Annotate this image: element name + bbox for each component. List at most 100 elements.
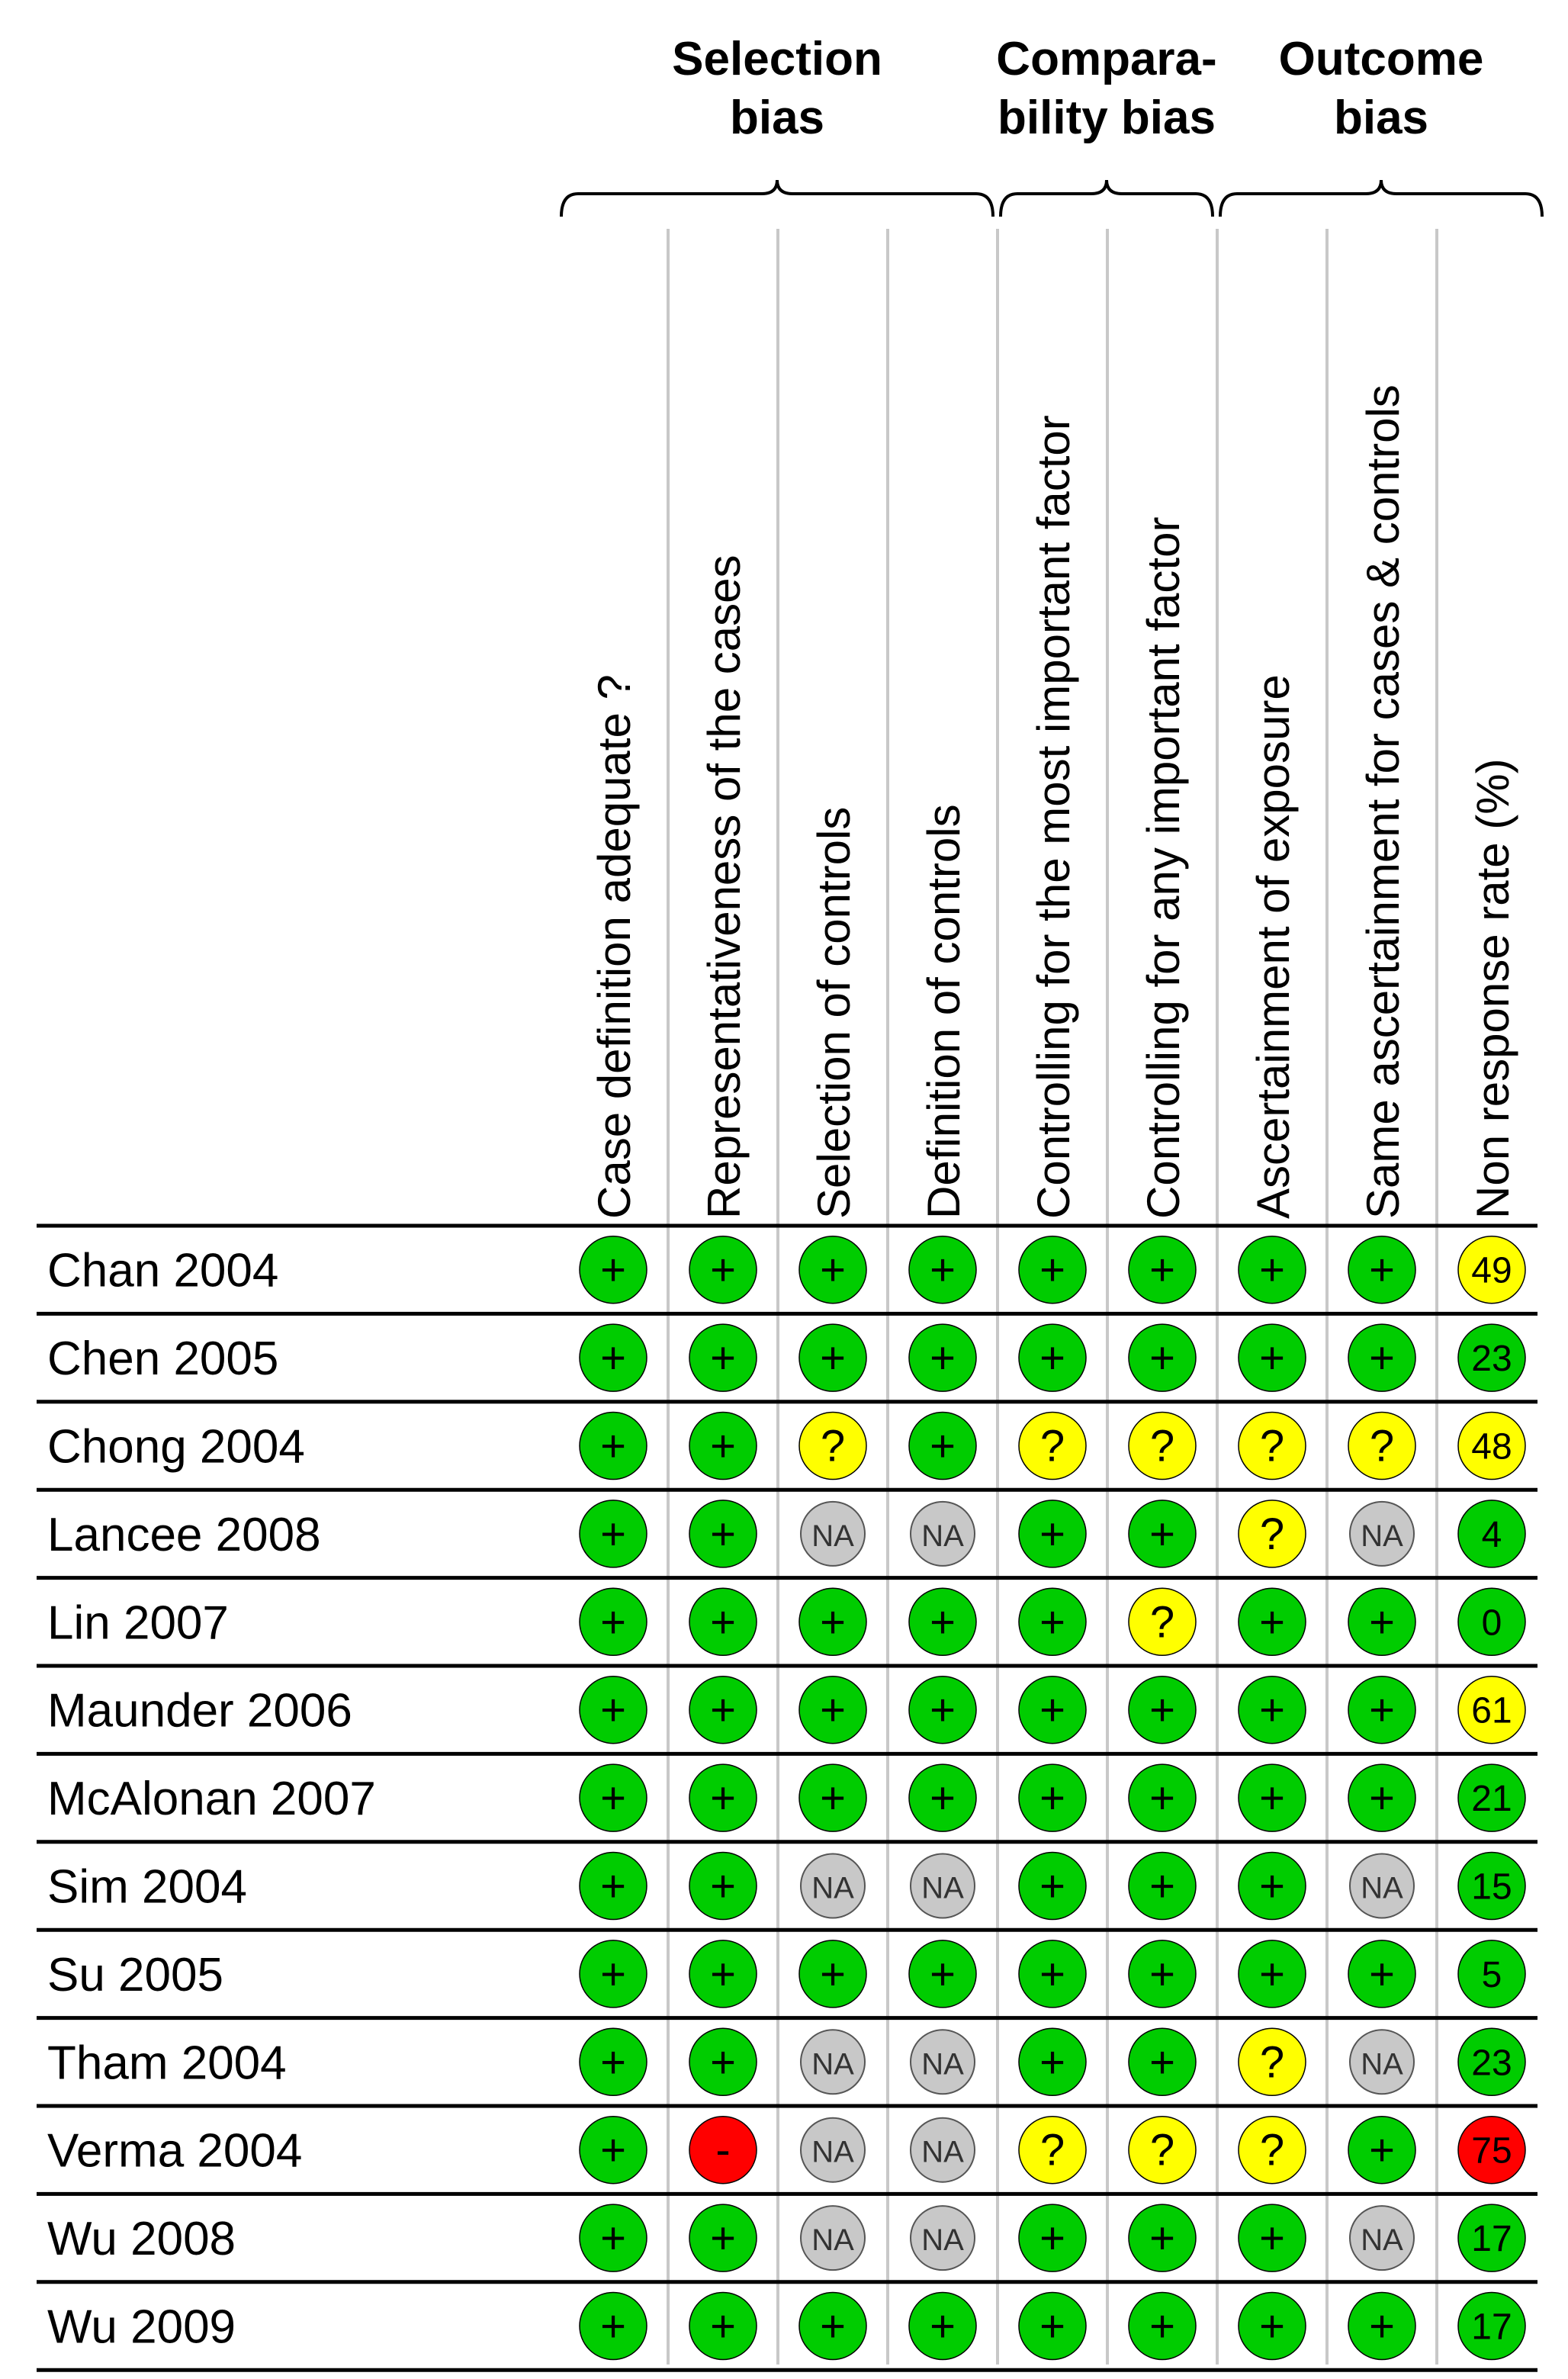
table-row: Tham 2004 + + NA NA + +? NA 23 — [47, 2027, 1526, 2097]
table-row: Sim 2004 + + NA NA + + + NA 15 — [47, 1851, 1526, 1921]
rating-cell: + — [1348, 1587, 1416, 1657]
rating-symbol: ? — [1040, 2126, 1065, 2175]
low-risk-marker — [908, 1235, 977, 1304]
rating-cell: + — [689, 1235, 757, 1304]
low-risk-marker — [579, 2291, 647, 2361]
not-applicable-marker — [800, 1500, 866, 1567]
low-risk-marker — [1348, 2291, 1416, 2361]
rating-symbol: ? — [1260, 1509, 1284, 1559]
rating-cell: + — [908, 1587, 977, 1657]
low-risk-marker — [689, 1323, 757, 1392]
nonresponse-value: 5 — [1482, 1955, 1502, 1995]
low-risk-marker — [908, 1323, 977, 1392]
low-risk-marker — [579, 1851, 647, 1921]
rating-symbol: + — [1369, 1950, 1395, 1999]
rating-symbol: + — [1369, 1773, 1395, 1823]
low-risk-marker — [908, 1675, 977, 1744]
rating-cell: ? — [1128, 2115, 1197, 2185]
study-label: Wu 2008 — [47, 2213, 236, 2265]
low-risk-marker — [1238, 1323, 1306, 1392]
nonresponse-cell: 75 — [1457, 2115, 1526, 2185]
rating-symbol: + — [1149, 1686, 1175, 1735]
rating-symbol: + — [600, 1862, 626, 1911]
rating-cell: + — [1128, 2291, 1197, 2361]
rating-cell: + — [689, 1500, 757, 1568]
rating-symbol: + — [600, 1333, 626, 1383]
rating-symbol: + — [820, 1773, 846, 1823]
rating-cell: - — [689, 2115, 757, 2185]
low-risk-marker — [1128, 1323, 1197, 1392]
table-row: Su 2005 + + + + + + + +5 — [47, 1940, 1526, 2008]
nonresponse-marker — [1457, 1675, 1526, 1744]
low-risk-marker — [798, 1587, 867, 1657]
not-applicable-marker — [800, 2205, 866, 2271]
low-risk-marker — [1018, 1235, 1087, 1304]
low-risk-marker — [908, 1411, 977, 1480]
low-risk-marker — [579, 2204, 647, 2272]
low-risk-marker — [798, 1235, 867, 1304]
rating-cell: NA — [1349, 1500, 1415, 1567]
rating-symbol: + — [710, 2037, 736, 2087]
rating-symbol: + — [1149, 2213, 1175, 2263]
rating-cell: NA — [800, 2117, 866, 2183]
low-risk-marker — [689, 1500, 757, 1568]
rating-symbol: + — [1259, 1333, 1285, 1383]
table-row: Chong 2004 + +? +???? 48 — [47, 1411, 1526, 1480]
low-risk-marker — [798, 1675, 867, 1744]
column-header: Definition of controls — [918, 804, 969, 1219]
rating-symbol: + — [820, 1597, 846, 1647]
rating-symbol: + — [600, 2126, 626, 2175]
rating-cell: + — [579, 2027, 647, 2097]
rating-cell: + — [908, 1411, 977, 1480]
nonresponse-marker — [1457, 1411, 1526, 1480]
rating-cell: + — [1018, 1763, 1087, 1832]
low-risk-marker — [1238, 1587, 1306, 1657]
rating-symbol: + — [710, 1509, 736, 1559]
rating-symbol: + — [600, 1509, 626, 1559]
rating-symbol: + — [1149, 1773, 1175, 1823]
rating-symbol: + — [1039, 1686, 1065, 1735]
nonresponse-cell: 17 — [1457, 2291, 1526, 2361]
low-risk-marker — [579, 1763, 647, 1832]
rating-cell: + — [798, 1235, 867, 1304]
rating-cell: + — [1348, 1763, 1416, 1832]
rating-symbol: + — [710, 1422, 736, 1471]
rating-cell: + — [579, 1323, 647, 1392]
rating-symbol: + — [820, 1686, 846, 1735]
nonresponse-cell: 0 — [1457, 1587, 1526, 1657]
column-header: Controlling for the most important facto… — [1028, 415, 1079, 1219]
unclear-risk-marker — [1128, 2115, 1197, 2185]
rating-symbol: ? — [1150, 2126, 1174, 2175]
column-header: Representativeness of the cases — [699, 555, 750, 1220]
unclear-risk-marker — [1128, 1411, 1197, 1480]
low-risk-marker — [579, 2027, 647, 2097]
rating-symbol: NA — [811, 2136, 854, 2169]
low-risk-marker — [1128, 2291, 1197, 2361]
rating-cell: + — [579, 1587, 647, 1657]
rating-symbol: + — [710, 1773, 736, 1823]
nonresponse-value: 75 — [1471, 2131, 1512, 2172]
rating-cell: NA — [800, 2205, 866, 2271]
low-risk-marker — [1238, 1675, 1306, 1744]
rating-cell: + — [1128, 1851, 1197, 1921]
low-risk-marker — [1128, 1851, 1197, 1921]
rating-cell: NA — [1349, 1853, 1415, 1919]
low-risk-marker — [1238, 2291, 1306, 2361]
rating-symbol: + — [710, 2213, 736, 2263]
low-risk-marker — [1238, 1235, 1306, 1304]
low-risk-marker — [689, 1587, 757, 1657]
nonresponse-cell: 23 — [1457, 2027, 1526, 2097]
low-risk-marker — [908, 1587, 977, 1657]
rating-cell: + — [689, 1323, 757, 1392]
rating-cell: + — [1018, 2027, 1087, 2097]
nonresponse-cell: 48 — [1457, 1411, 1526, 1480]
rating-cell: ? — [1018, 2115, 1087, 2185]
rating-symbol: NA — [811, 2223, 854, 2257]
rating-cell: NA — [910, 1500, 975, 1567]
low-risk-marker — [798, 1763, 867, 1832]
nonresponse-cell: 21 — [1457, 1763, 1526, 1832]
rating-symbol: + — [1149, 2302, 1175, 2352]
low-risk-marker — [1128, 1675, 1197, 1744]
rating-cell: + — [798, 2291, 867, 2361]
rating-cell: + — [579, 1500, 647, 1568]
